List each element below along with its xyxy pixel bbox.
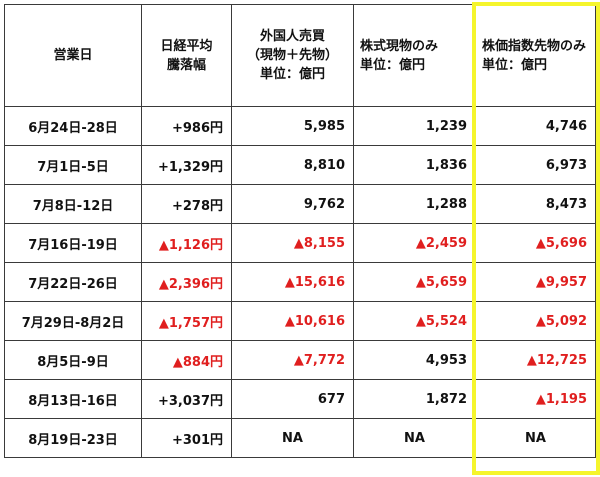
cell-spot-only: ▲2,459 — [353, 223, 476, 263]
cell-futures-only: ▲9,957 — [475, 262, 596, 302]
cell-futures-only: 4,746 — [475, 106, 596, 146]
table-row: 7月8日-12日 +278円 9,762 1,288 8,473 — [4, 184, 596, 224]
cell-date: 6月24日-28日 — [4, 106, 142, 146]
header-text: （現物＋先物） — [246, 48, 338, 63]
header-text: 株式現物のみ — [360, 38, 439, 54]
table-row: 8月13日-16日 +3,037円 677 1,872 ▲1,195 — [4, 379, 596, 419]
foreign-investor-trading-table: 営業日 日経平均 騰落幅 外国人売買 （現物＋先物） 単位：億円 株式現物のみ … — [4, 4, 596, 458]
cell-nikkei-change: +986円 — [141, 106, 232, 146]
cell-futures-only: ▲12,725 — [475, 340, 596, 380]
cell-date: 7月22日-26日 — [4, 262, 142, 302]
header-text: 営業日 — [53, 48, 93, 63]
cell-spot-only: 1,239 — [353, 106, 476, 146]
cell-date: 8月5日-9日 — [4, 340, 142, 380]
table-row: 7月16日-19日 ▲1,126円 ▲8,155 ▲2,459 ▲5,696 — [4, 223, 596, 263]
table-row: 7月1日-5日 +1,329円 8,810 1,836 6,973 — [4, 145, 596, 185]
cell-spot-only: 1,872 — [353, 379, 476, 419]
header-spot-only: 株式現物のみ 単位：億円 — [353, 4, 476, 107]
cell-foreign-total: ▲15,616 — [231, 262, 354, 302]
cell-spot-only: ▲5,524 — [353, 301, 476, 341]
header-text: 外国人売買 — [259, 29, 325, 44]
cell-nikkei-change: +3,037円 — [141, 379, 232, 419]
cell-spot-only: 1,288 — [353, 184, 476, 224]
cell-spot-only: NA — [353, 418, 476, 458]
cell-foreign-total: NA — [231, 418, 354, 458]
header-futures-only: 株価指数先物のみ 単位：億円 — [475, 4, 596, 107]
table-row: 8月5日-9日 ▲884円 ▲7,772 4,953 ▲12,725 — [4, 340, 596, 380]
cell-date: 8月19日-23日 — [4, 418, 142, 458]
cell-futures-only: 8,473 — [475, 184, 596, 224]
cell-futures-only: NA — [475, 418, 596, 458]
header-text: 騰落幅 — [166, 57, 206, 73]
cell-foreign-total: ▲10,616 — [231, 301, 354, 341]
header-trading-days: 営業日 — [4, 4, 142, 107]
table-row: 6月24日-28日 +986円 5,985 1,239 4,746 — [4, 106, 596, 146]
cell-date: 7月8日-12日 — [4, 184, 142, 224]
header-text: 株価指数先物のみ — [482, 38, 587, 54]
table-row: 7月29日-8月2日 ▲1,757円 ▲10,616 ▲5,524 ▲5,092 — [4, 301, 596, 341]
table-body: 6月24日-28日 +986円 5,985 1,239 4,746 7月1日-5日 +1,3… — [4, 106, 596, 458]
cell-nikkei-change: ▲884円 — [141, 340, 232, 380]
cell-nikkei-change: ▲2,396円 — [141, 262, 232, 302]
cell-nikkei-change: +278円 — [141, 184, 232, 224]
header-text: 日経平均 — [160, 38, 213, 54]
header-text: 単位：億円 — [482, 57, 548, 73]
header-nikkei-change: 日経平均 騰落幅 — [141, 4, 232, 107]
cell-futures-only: ▲5,696 — [475, 223, 596, 263]
cell-date: 8月13日-16日 — [4, 379, 142, 419]
cell-foreign-total: 677 — [231, 379, 354, 419]
header-text: 単位：億円 — [360, 57, 426, 73]
cell-foreign-total: 8,810 — [231, 145, 354, 185]
header-text: 単位：億円 — [259, 67, 325, 82]
cell-foreign-total: 5,985 — [231, 106, 354, 146]
cell-date: 7月1日-5日 — [4, 145, 142, 185]
cell-futures-only: ▲1,195 — [475, 379, 596, 419]
cell-nikkei-change: ▲1,126円 — [141, 223, 232, 263]
cell-date: 7月16日-19日 — [4, 223, 142, 263]
table-row: 7月22日-26日 ▲2,396円 ▲15,616 ▲5,659 ▲9,957 — [4, 262, 596, 302]
header-foreign-total: 外国人売買 （現物＋先物） 単位：億円 — [231, 4, 354, 107]
cell-nikkei-change: +301円 — [141, 418, 232, 458]
cell-foreign-total: ▲7,772 — [231, 340, 354, 380]
cell-nikkei-change: +1,329円 — [141, 145, 232, 185]
cell-spot-only: 1,836 — [353, 145, 476, 185]
cell-spot-only: 4,953 — [353, 340, 476, 380]
cell-foreign-total: 9,762 — [231, 184, 354, 224]
cell-futures-only: ▲5,092 — [475, 301, 596, 341]
header-row: 営業日 日経平均 騰落幅 外国人売買 （現物＋先物） 単位：億円 株式現物のみ … — [4, 4, 596, 107]
cell-spot-only: ▲5,659 — [353, 262, 476, 302]
cell-nikkei-change: ▲1,757円 — [141, 301, 232, 341]
cell-foreign-total: ▲8,155 — [231, 223, 354, 263]
table-row: 8月19日-23日 +301円 NA NA NA — [4, 418, 596, 458]
cell-futures-only: 6,973 — [475, 145, 596, 185]
cell-date: 7月29日-8月2日 — [4, 301, 142, 341]
